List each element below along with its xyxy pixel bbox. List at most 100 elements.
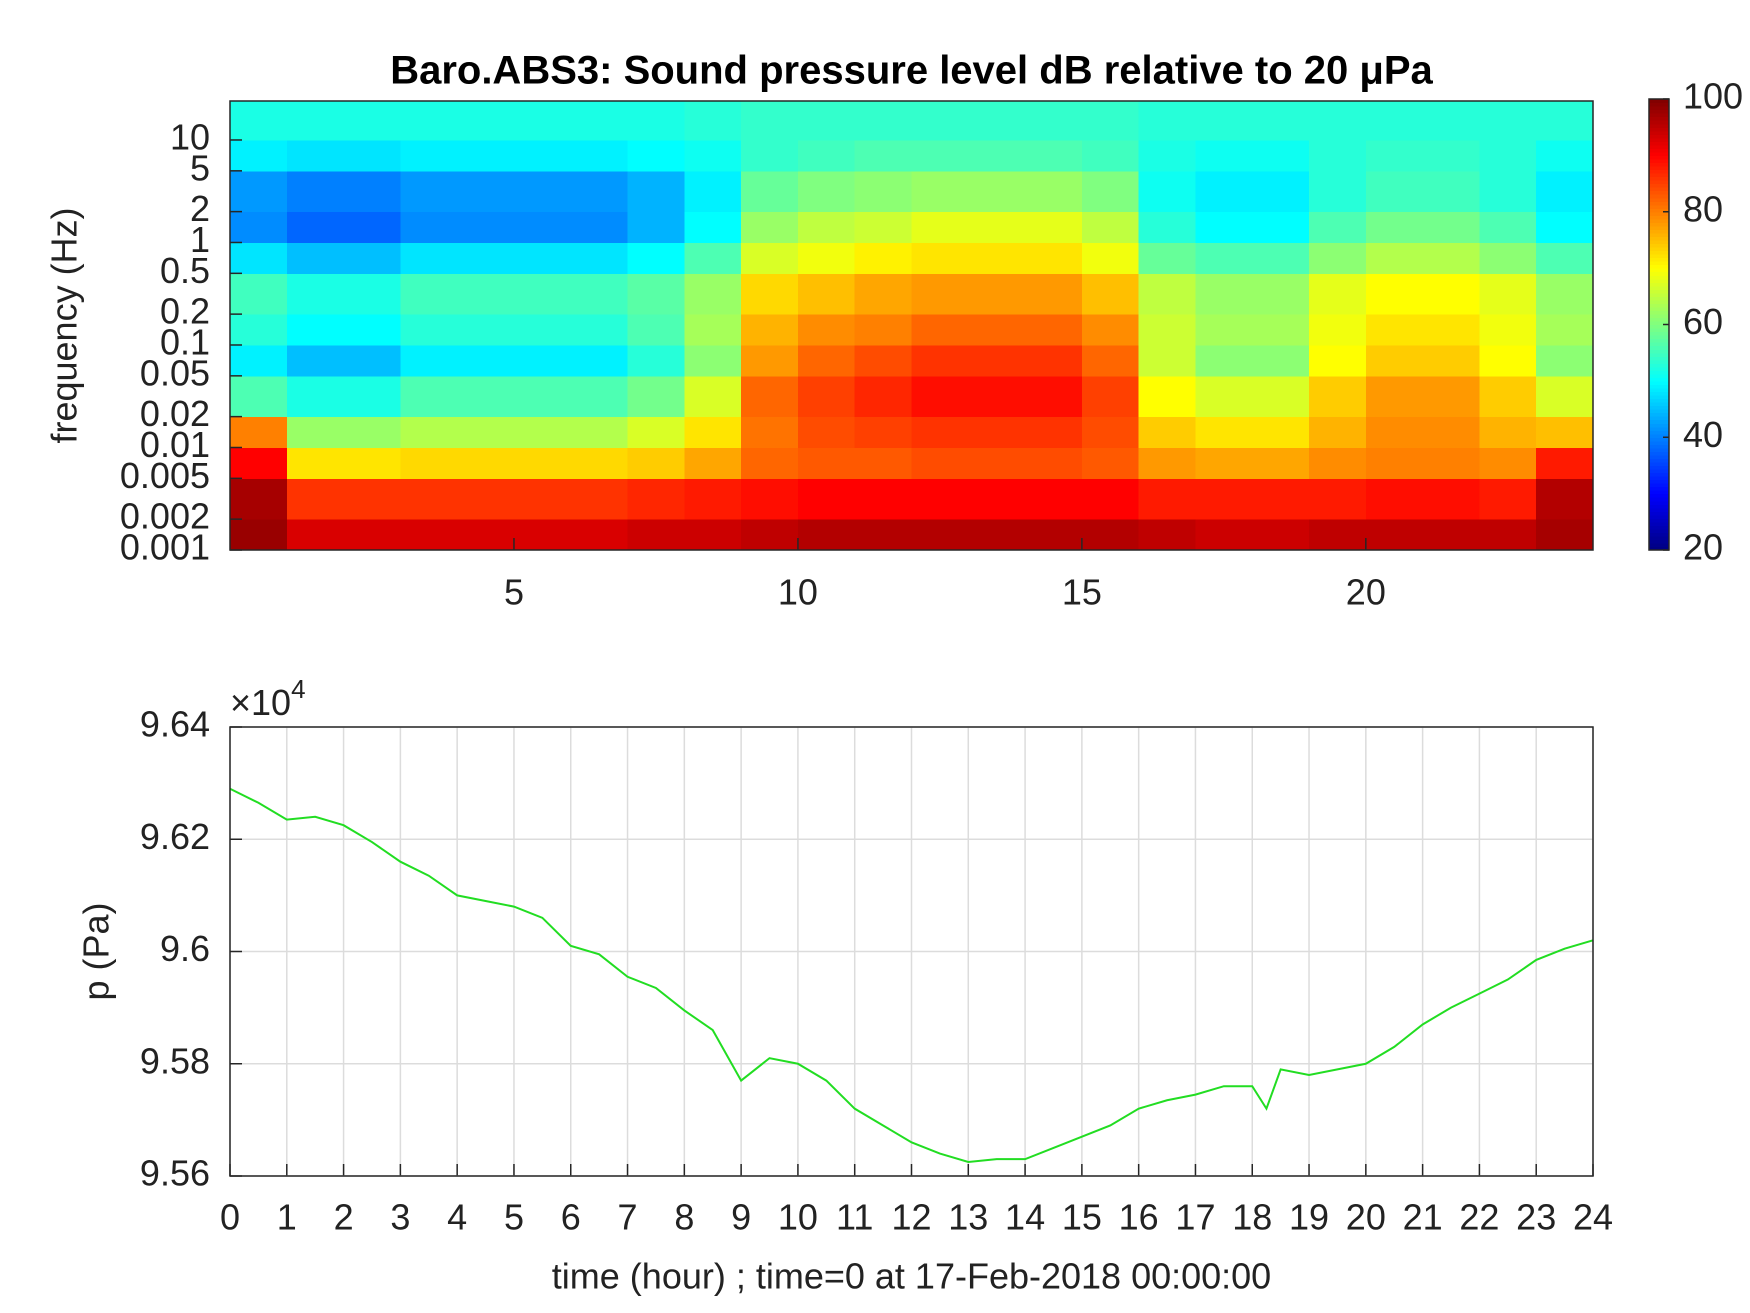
colorbar-swatch [1649, 507, 1669, 512]
heatmap-cell [457, 416, 515, 449]
colorbar-swatch [1649, 402, 1669, 407]
colorbar-swatch [1649, 250, 1669, 255]
heatmap-cell [684, 101, 742, 141]
heatmap-cell [1536, 447, 1593, 479]
colorbar-swatch [1649, 490, 1669, 495]
colorbar-swatch [1649, 257, 1669, 262]
heatmap-cell [1309, 242, 1367, 274]
heatmap-cell [1536, 170, 1593, 213]
heatmap-cell [1365, 447, 1424, 479]
heatmap-cell [968, 211, 1026, 244]
colorbar-swatch [1649, 239, 1669, 245]
heatmap-cell [1252, 273, 1310, 315]
heatmap-cell [1422, 139, 1481, 172]
colorbar-swatch [1649, 521, 1669, 526]
y-multiplier: ×104 [230, 674, 306, 723]
heatmap-cell [1536, 139, 1593, 172]
x-tick-label: 4 [447, 1197, 467, 1238]
colorbar-swatch [1649, 197, 1669, 202]
heatmap-cell [741, 101, 799, 141]
colorbar-swatch [1649, 261, 1669, 266]
heatmap-cell [1309, 170, 1367, 213]
heatmap-cell [230, 447, 288, 479]
heatmap-cell [1195, 139, 1253, 172]
heatmap-cell [457, 344, 515, 377]
heatmap-cell [230, 314, 288, 346]
heatmap-cell [1365, 273, 1424, 315]
heatmap-cell [1252, 519, 1310, 550]
colorbar-swatch [1649, 370, 1669, 375]
heatmap-cell [1309, 211, 1367, 244]
colorbar-swatch [1649, 412, 1669, 417]
y-tick-label: 9.6 [160, 928, 210, 969]
plot-frame [229, 100, 1594, 551]
heatmap-cell [684, 170, 742, 213]
y-tick-label: 0.01 [140, 424, 210, 465]
heatmap-cell [1309, 101, 1367, 141]
heatmap-cell [230, 139, 288, 172]
colorbar-swatch [1649, 437, 1669, 442]
heatmap-cell [457, 375, 515, 418]
x-tick-label: 21 [1403, 1197, 1443, 1238]
heatmap-cell [400, 242, 458, 274]
heatmap-cell [513, 314, 572, 346]
colorbar-swatch [1649, 405, 1669, 410]
heatmap-cell [1195, 314, 1253, 346]
colorbar-swatch [1649, 134, 1669, 139]
x-tick-label: 0 [220, 1197, 240, 1238]
heatmap-cell [1252, 139, 1310, 172]
heatmap-cell [797, 447, 856, 479]
colorbar-swatch [1649, 296, 1669, 301]
heatmap-cell [968, 139, 1026, 172]
colorbar-swatch [1649, 440, 1669, 445]
colorbar-swatch [1649, 204, 1669, 209]
colorbar-swatch [1649, 99, 1669, 104]
heatmap-cell [1195, 519, 1253, 550]
colorbar-swatch [1649, 352, 1669, 357]
heatmap-cell [1025, 375, 1083, 418]
heatmap-cell [1536, 101, 1593, 141]
x-tick-label: 24 [1573, 1197, 1613, 1238]
heatmap-cell [627, 519, 685, 550]
y-tick-label: 9.56 [140, 1153, 210, 1194]
colorbar-swatch [1649, 246, 1669, 252]
heatmap-cell [1365, 242, 1424, 274]
heatmap-cell [854, 170, 913, 213]
x-tick-label: 20 [1346, 1197, 1386, 1238]
colorbar-swatch [1649, 356, 1669, 361]
colorbar-swatch [1649, 243, 1669, 248]
heatmap-cell [457, 242, 515, 274]
heatmap-cell [570, 139, 629, 172]
heatmap-cell [1025, 273, 1083, 315]
colorbar-tick-label: 100 [1683, 76, 1743, 117]
colorbar-swatch [1649, 313, 1669, 319]
heatmap-cell [1081, 344, 1140, 377]
colorbar-swatch [1649, 518, 1669, 523]
heatmap-cell [230, 519, 288, 550]
heatmap-cell [343, 101, 401, 141]
heatmap-cell [343, 211, 401, 244]
colorbar-tick-label: 80 [1683, 188, 1723, 229]
heatmap-cell [1195, 273, 1253, 315]
colorbar-swatch [1649, 479, 1669, 484]
heatmap-cell [741, 139, 799, 172]
heatmap-cell [741, 375, 799, 418]
colorbar-swatch [1649, 225, 1669, 230]
heatmap-cell [854, 447, 913, 479]
heatmap-cell [684, 416, 742, 449]
heatmap-cell [286, 478, 345, 520]
heatmap-cell [1081, 447, 1140, 479]
x-tick-label: 11 [836, 1197, 873, 1238]
colorbar-swatch [1649, 416, 1669, 421]
heatmap-cell [968, 478, 1026, 520]
heatmap-cell [1422, 101, 1481, 141]
heatmap-cell [343, 447, 401, 479]
heatmap-cell [513, 273, 572, 315]
heatmap-cell [513, 447, 572, 479]
heatmap-cell [513, 242, 572, 274]
heatmap-cell [1422, 478, 1481, 520]
colorbar-swatch [1649, 391, 1669, 396]
heatmap-cell [1309, 447, 1367, 479]
heatmap-cell [684, 447, 742, 479]
